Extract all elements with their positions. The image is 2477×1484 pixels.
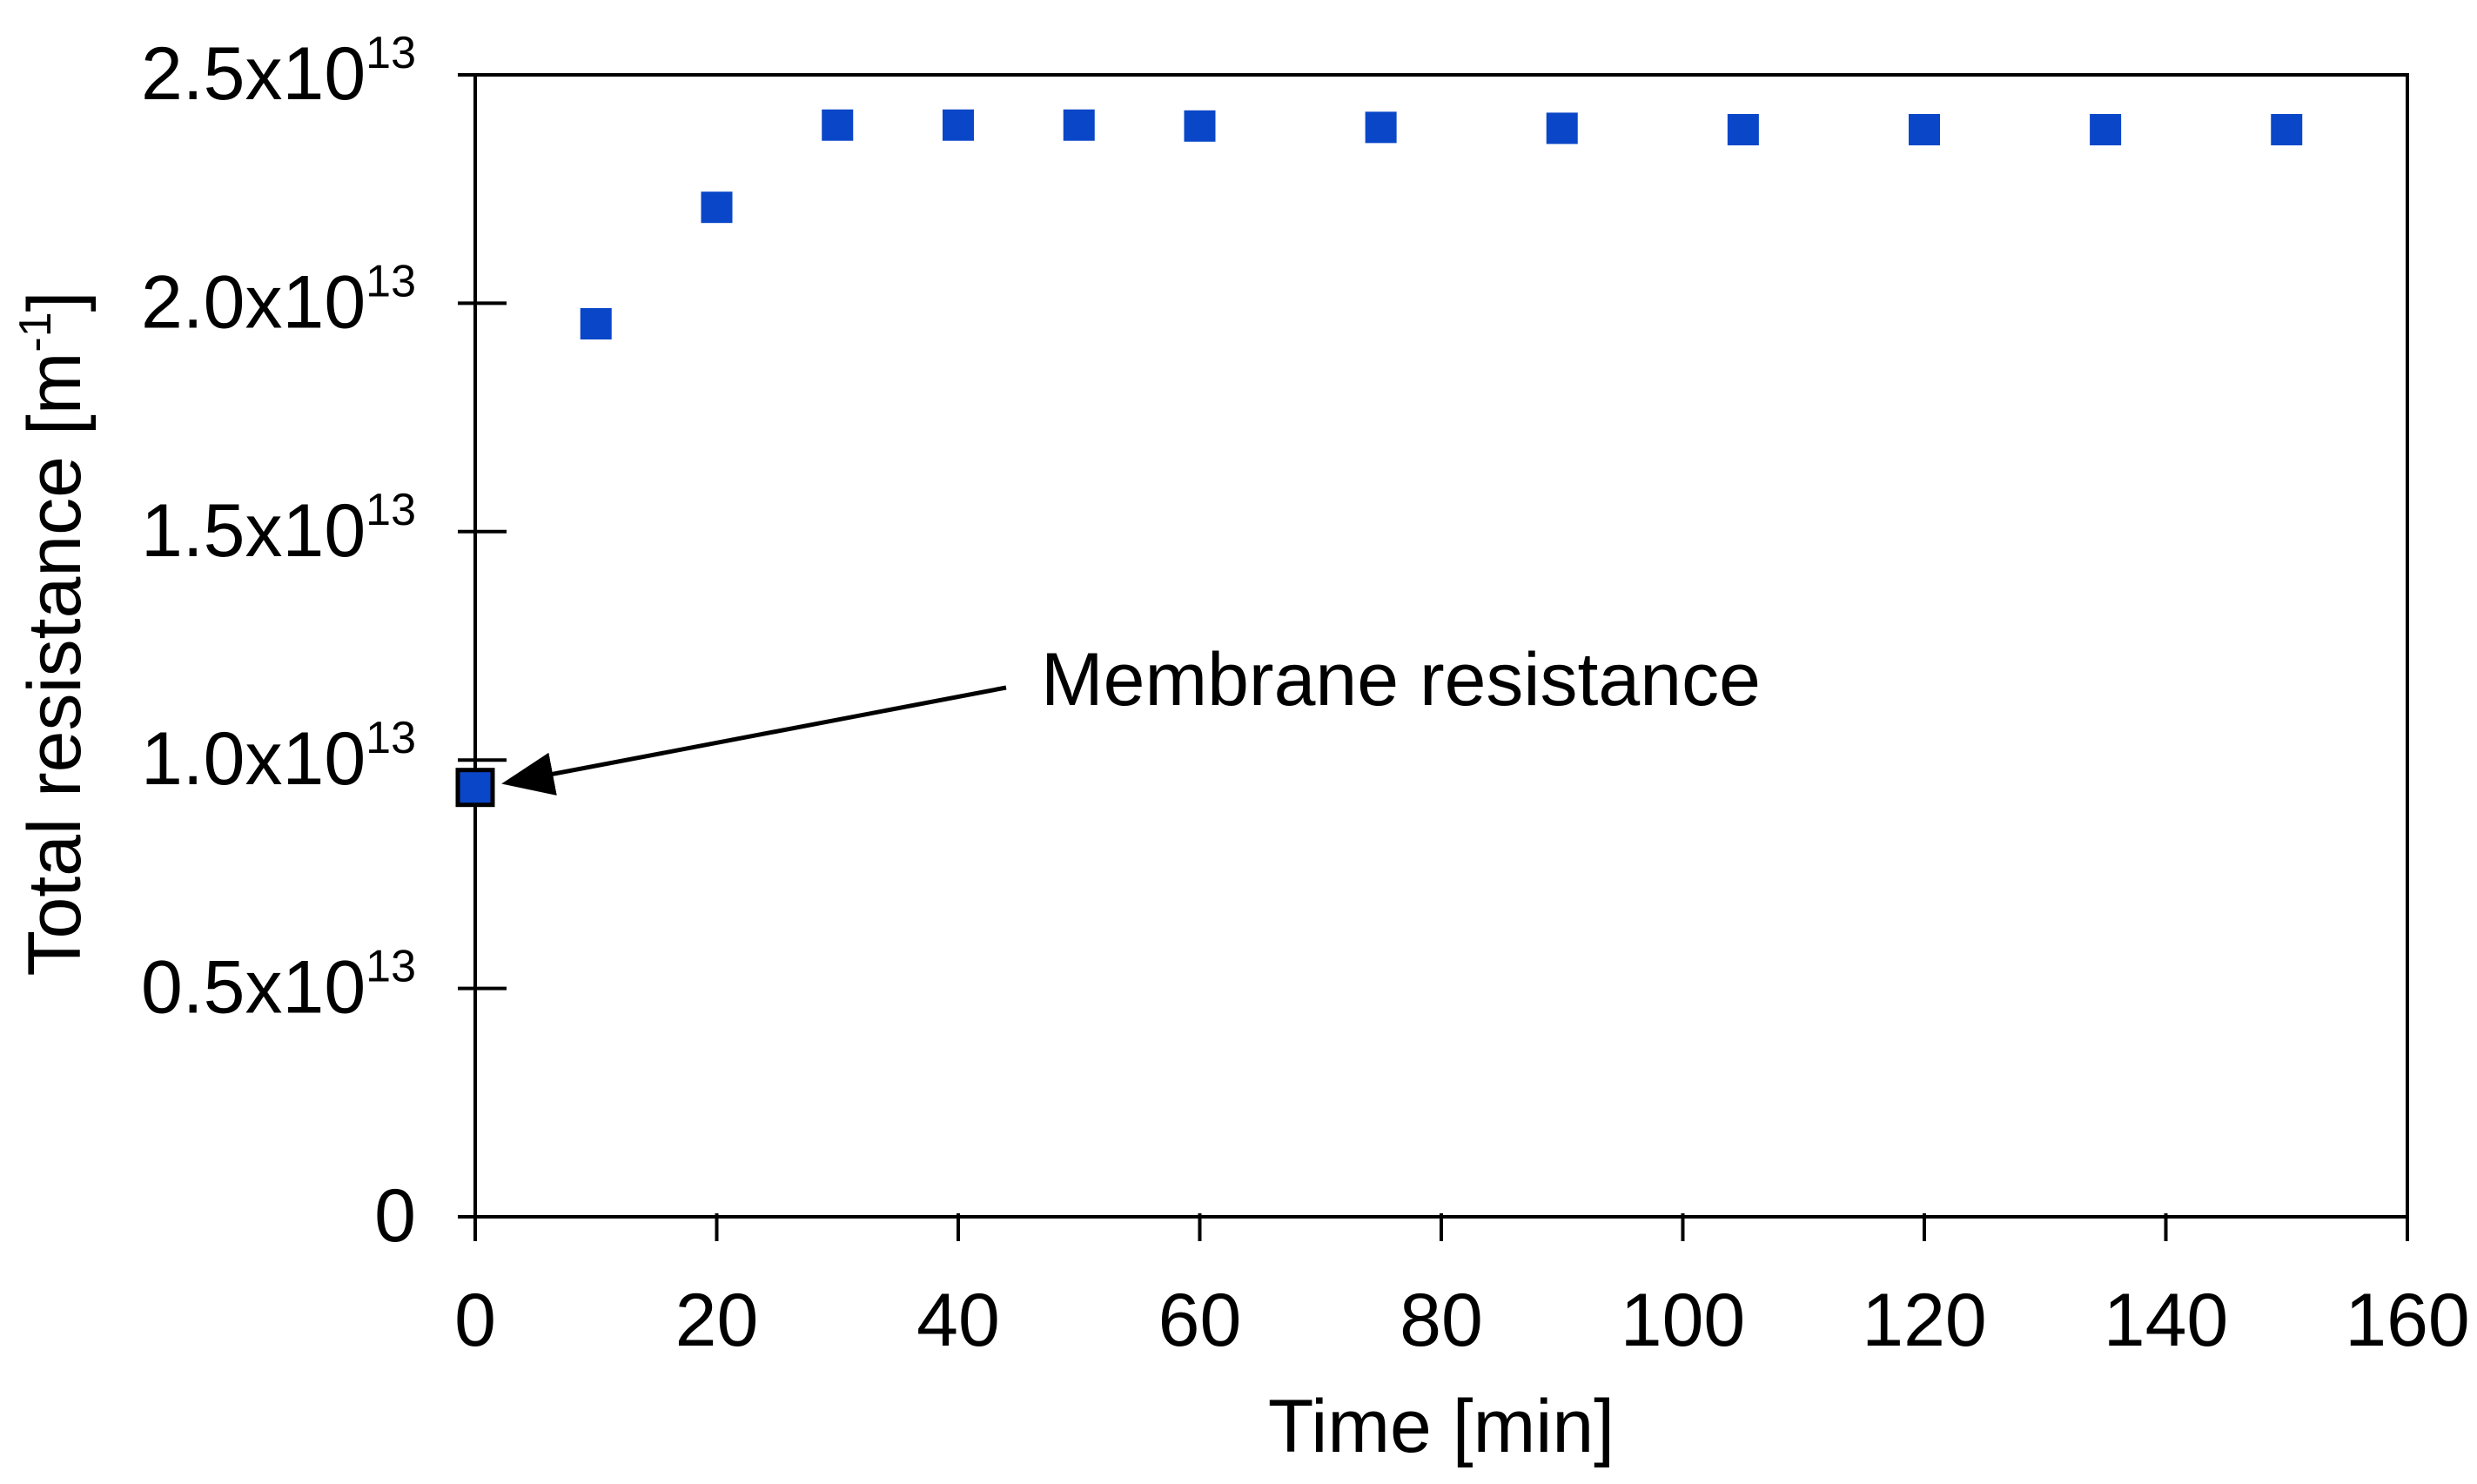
data-point bbox=[701, 191, 733, 224]
y-tick-label-4: 2.0x1013 bbox=[141, 256, 416, 344]
y-axis-ticks bbox=[458, 73, 507, 1219]
data-points bbox=[455, 109, 2303, 808]
data-point bbox=[2090, 113, 2122, 145]
x-tick-label-4: 80 bbox=[1400, 1279, 1483, 1362]
y-tick-label-5: 2.5x1013 bbox=[141, 28, 416, 116]
data-point bbox=[943, 109, 974, 141]
y-tick-label-2: 1.0x1013 bbox=[141, 713, 416, 801]
x-tick-label-0: 0 bbox=[454, 1279, 496, 1362]
y-tick-label-mantissa: 1.5x10 bbox=[141, 489, 366, 573]
data-point bbox=[1365, 111, 1397, 144]
x-tick-label-5: 100 bbox=[1621, 1279, 1746, 1362]
y-tick-label-mantissa: 2.5x10 bbox=[141, 32, 366, 116]
y-tick-label-0: 0 bbox=[374, 1174, 416, 1258]
data-point bbox=[822, 109, 854, 141]
data-point bbox=[1184, 110, 1216, 142]
data-point bbox=[1063, 109, 1095, 141]
y-tick-label-exponent: 13 bbox=[366, 28, 416, 78]
y-tick-label-mantissa: 0.5x10 bbox=[141, 946, 366, 1030]
x-tick-label-7: 140 bbox=[2104, 1279, 2229, 1362]
y-tick-label-1: 0.5x1013 bbox=[141, 942, 416, 1030]
x-tick-label-1: 20 bbox=[675, 1279, 759, 1362]
y-axis-tick-labels: 00.5x10131.0x10131.5x10132.0x10132.5x101… bbox=[141, 28, 416, 1258]
x-axis-label: Time [min] bbox=[1268, 1385, 1614, 1468]
data-point bbox=[580, 308, 612, 340]
annotation: Membrane resistance bbox=[501, 638, 1761, 796]
y-tick-label-mantissa: 2.0x10 bbox=[141, 260, 366, 344]
data-point bbox=[1727, 113, 1759, 145]
x-axis-tick-labels: 0 20 40 60 80 100 120 140 160 bbox=[454, 1279, 2470, 1362]
y-tick-label-exponent: 13 bbox=[366, 485, 416, 535]
y-axis-label-superscript: -1 bbox=[10, 312, 61, 352]
y-tick-label-exponent: 13 bbox=[366, 942, 416, 992]
x-tick-label-6: 120 bbox=[1862, 1279, 1987, 1362]
x-tick-label-8: 160 bbox=[2345, 1279, 2470, 1362]
y-tick-label-exponent: 13 bbox=[366, 713, 416, 763]
y-axis-label-end: ] bbox=[13, 291, 97, 312]
x-axis-ticks bbox=[473, 1213, 2409, 1241]
y-tick-label-exponent: 13 bbox=[366, 256, 416, 306]
y-axis-label: Total resistance [m-1] bbox=[10, 291, 97, 976]
y-axis-label-main: Total resistance [m bbox=[13, 353, 97, 977]
y-tick-label-mantissa: 1.0x10 bbox=[141, 717, 366, 801]
x-tick-label-2: 40 bbox=[916, 1279, 1000, 1362]
data-point bbox=[1909, 113, 1940, 145]
data-point bbox=[2271, 113, 2303, 145]
data-point bbox=[1546, 112, 1578, 144]
membrane-resistance-point bbox=[455, 768, 495, 808]
y-tick-label-3: 1.5x1013 bbox=[141, 485, 416, 573]
x-tick-label-3: 60 bbox=[1158, 1279, 1242, 1362]
y-tick-label-mantissa: 0 bbox=[374, 1174, 416, 1258]
annotation-text: Membrane resistance bbox=[1041, 638, 1761, 722]
annotation-arrow bbox=[501, 685, 1007, 796]
